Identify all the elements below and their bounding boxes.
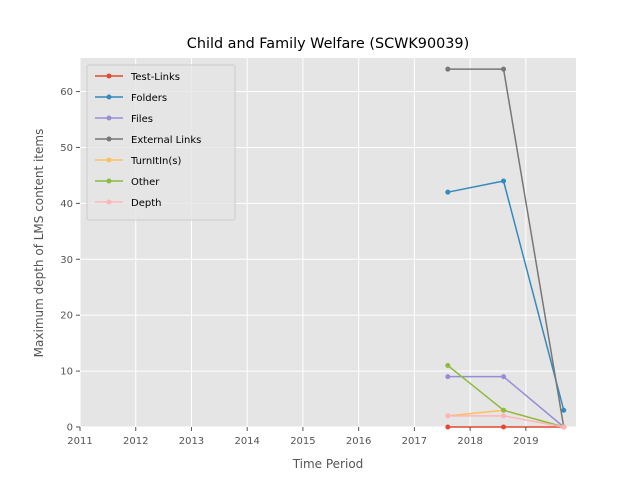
y-tick-label: 0 xyxy=(67,423,73,434)
data-point xyxy=(501,413,507,419)
data-point xyxy=(445,66,451,72)
legend: Test-Links Folders Files External Links Turn… xyxy=(86,64,236,221)
data-point xyxy=(445,413,451,419)
x-tick-label: 2014 xyxy=(234,436,259,447)
data-point xyxy=(501,424,507,430)
series-depth xyxy=(445,413,567,430)
data-point xyxy=(501,374,507,380)
x-axis-label: Time Period xyxy=(292,457,364,471)
y-tick-label: 30 xyxy=(60,255,73,266)
y-tick-label: 50 xyxy=(60,143,73,154)
legend-label: Files xyxy=(131,114,153,125)
x-tick-label: 2019 xyxy=(513,436,538,447)
x-tick-label: 2018 xyxy=(457,436,482,447)
x-tick-label: 2016 xyxy=(346,436,371,447)
grid-lines xyxy=(79,58,576,428)
legend-label: Folders xyxy=(131,93,167,104)
data-point xyxy=(445,374,451,380)
x-tick-label: 2012 xyxy=(123,436,148,447)
x-tick-label: 2013 xyxy=(179,436,204,447)
x-axis-ticks: 2011 2012 2013 2014 2015 2016 2017 2018 2019 xyxy=(67,427,539,447)
data-point xyxy=(501,407,507,413)
y-tick-label: 10 xyxy=(60,367,73,378)
series-folders xyxy=(445,178,567,413)
chart-title: Child and Family Welfare (SCWK90039) xyxy=(187,36,469,52)
data-point xyxy=(561,407,567,413)
legend-swatch-marker xyxy=(106,136,112,142)
data-point xyxy=(445,424,451,430)
y-axis-ticks: 0 10 20 30 40 50 60 xyxy=(60,87,80,434)
legend-label: Test-Links xyxy=(130,72,180,83)
legend-label: Depth xyxy=(131,198,161,209)
legend-swatch-marker xyxy=(106,199,112,205)
y-axis-label: Maximum depth of LMS content items xyxy=(32,129,46,358)
series-layer xyxy=(445,66,567,430)
data-point xyxy=(445,363,451,368)
legend-swatch-marker xyxy=(106,94,112,100)
legend-swatch-marker xyxy=(106,157,112,163)
data-point xyxy=(561,424,567,430)
x-tick-label: 2015 xyxy=(290,436,315,447)
legend-swatch-marker xyxy=(106,115,112,121)
data-point xyxy=(501,66,507,72)
x-tick-label: 2017 xyxy=(402,436,427,447)
legend-swatch-marker xyxy=(106,178,112,184)
y-tick-label: 40 xyxy=(60,199,73,210)
y-tick-label: 60 xyxy=(60,87,73,98)
x-tick-label: 2011 xyxy=(67,436,92,447)
legend-label: TurnItIn(s) xyxy=(130,156,181,167)
data-point xyxy=(501,178,507,184)
legend-label: External Links xyxy=(131,135,201,146)
data-point xyxy=(445,189,451,195)
y-tick-label: 20 xyxy=(60,311,73,322)
legend-box xyxy=(86,64,236,221)
legend-label: Other xyxy=(131,177,160,188)
legend-swatch-marker xyxy=(106,73,112,79)
